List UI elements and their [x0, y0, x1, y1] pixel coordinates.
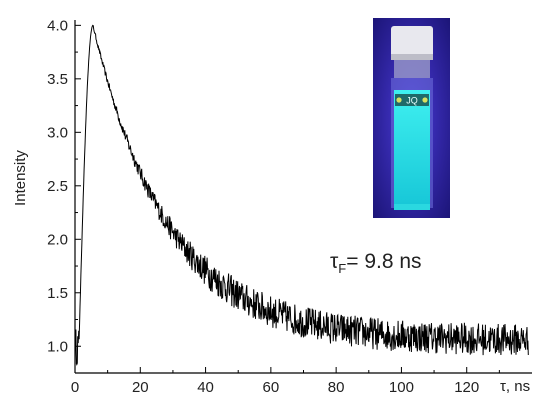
- x-tick-label: 80: [328, 379, 345, 396]
- x-tick-label: 60: [263, 379, 280, 396]
- x-tick-label: 20: [132, 379, 149, 396]
- x-tick-label: 0: [71, 379, 79, 396]
- lifetime-value: = 9.8 ns: [346, 250, 421, 273]
- y-ticks: 1.0 1.5 2.0 2.5 3.0 3.5 4.0: [47, 17, 81, 355]
- tau-subscript: F: [338, 261, 346, 276]
- y-tick-label: 2.0: [47, 231, 68, 248]
- x-ticks: 0 20 40 60 80 100 120: [71, 367, 500, 396]
- x-tick-label: 40: [197, 379, 214, 396]
- tau-symbol: τ: [330, 250, 339, 273]
- x-tick-label: 120: [454, 379, 479, 396]
- x-axis-title: τ, ns: [500, 378, 530, 395]
- y-tick-label: 1.5: [47, 285, 68, 302]
- y-tick-label: 2.5: [47, 178, 68, 195]
- axes: [74, 20, 532, 374]
- y-tick-label: 3.5: [47, 71, 68, 88]
- vial-label: JQ: [406, 96, 418, 106]
- y-tick-label: 1.0: [47, 338, 68, 355]
- y-axis-title: Intensity: [12, 150, 29, 206]
- series-line-decay: [74, 24, 529, 366]
- x-tick-label: 100: [389, 379, 414, 396]
- y-tick-label: 3.0: [47, 124, 68, 141]
- y-tick-label: 4.0: [47, 17, 68, 34]
- inset-photo: JQ: [373, 18, 450, 218]
- lifetime-annotation: τF= 9.8 ns: [330, 250, 422, 276]
